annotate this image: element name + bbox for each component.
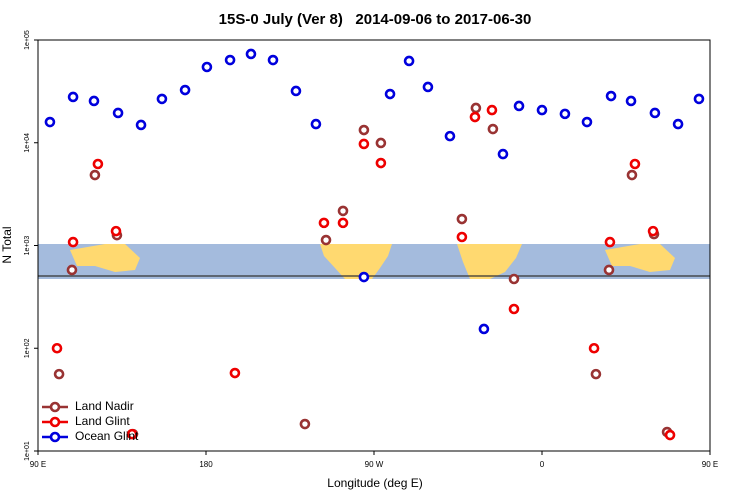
south-america — [320, 244, 392, 279]
point — [486, 104, 498, 116]
legend-marker — [49, 416, 61, 428]
point — [375, 137, 387, 149]
point — [590, 368, 602, 380]
point — [672, 118, 684, 130]
point — [245, 48, 257, 60]
point — [89, 169, 101, 181]
point — [92, 158, 104, 170]
point — [267, 54, 279, 66]
point — [647, 225, 659, 237]
point — [290, 85, 302, 97]
point — [649, 107, 661, 119]
point — [603, 264, 615, 276]
y-tick-label: 1e+03 — [24, 236, 31, 256]
australia — [70, 244, 140, 272]
y-tick-label: 1e+02 — [24, 338, 31, 358]
point — [513, 100, 525, 112]
point — [384, 88, 396, 100]
point — [112, 107, 124, 119]
y-tick-label: 1e+01 — [24, 441, 31, 461]
point — [358, 271, 370, 283]
point — [299, 418, 311, 430]
point — [508, 303, 520, 315]
point — [604, 236, 616, 248]
x-tick-label: 90 E — [30, 460, 46, 469]
point — [664, 429, 676, 441]
point — [110, 225, 122, 237]
point — [456, 213, 468, 225]
legend-marker — [49, 431, 61, 443]
point — [320, 234, 332, 246]
point — [497, 148, 509, 160]
point — [337, 205, 349, 217]
point — [536, 104, 548, 116]
chart-title: 15S-0 July (Ver 8) 2014-09-06 to 2017-06… — [219, 11, 532, 28]
point — [629, 158, 641, 170]
point — [201, 61, 213, 73]
point — [375, 157, 387, 169]
point — [559, 108, 571, 120]
point — [179, 84, 191, 96]
australia — [605, 244, 675, 272]
point — [581, 116, 593, 128]
point — [456, 231, 468, 243]
point — [224, 54, 236, 66]
point — [605, 90, 617, 102]
legend-marker — [49, 401, 61, 413]
point — [358, 124, 370, 136]
x-tick-label: 90 W — [365, 460, 384, 469]
point — [67, 91, 79, 103]
x-tick-label: 0 — [540, 460, 545, 469]
point — [53, 368, 65, 380]
legend-label: Land Glint — [75, 414, 130, 428]
y-tick-label: 1e+05 — [24, 30, 31, 50]
point — [358, 138, 370, 150]
point — [626, 169, 638, 181]
point — [625, 95, 637, 107]
point — [156, 93, 168, 105]
x-tick-label: 180 — [199, 460, 213, 469]
point — [66, 264, 78, 276]
legend-label: Ocean Glint — [75, 429, 139, 443]
y-axis-label: N Total — [0, 226, 14, 263]
point — [588, 342, 600, 354]
point — [310, 118, 322, 130]
x-tick-label: 90 E — [702, 460, 718, 469]
point — [478, 323, 490, 335]
point — [229, 367, 241, 379]
africa — [457, 244, 522, 279]
point — [88, 95, 100, 107]
point — [51, 342, 63, 354]
point — [422, 81, 434, 93]
point — [487, 123, 499, 135]
x-axis-label: Longitude (deg E) — [327, 476, 422, 490]
point — [403, 55, 415, 67]
point — [508, 273, 520, 285]
point — [469, 111, 481, 123]
y-tick-label: 1e+04 — [24, 133, 31, 153]
point — [126, 428, 138, 440]
point — [67, 236, 79, 248]
point — [318, 217, 330, 229]
point — [470, 102, 482, 114]
point — [44, 116, 56, 128]
map-band — [38, 244, 710, 279]
point — [135, 119, 147, 131]
legend-label: Land Nadir — [75, 399, 134, 413]
point — [444, 130, 456, 142]
point — [693, 93, 705, 105]
point — [337, 217, 349, 229]
